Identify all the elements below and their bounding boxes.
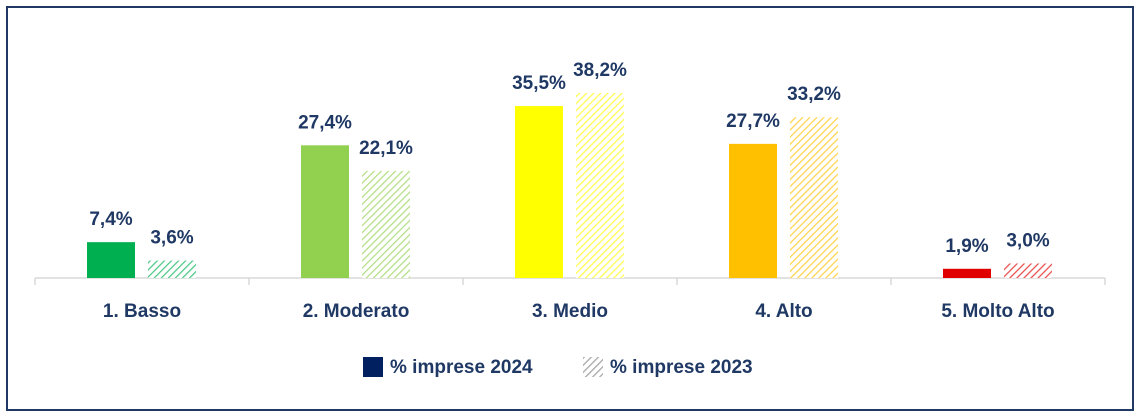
value-label: 35,5% xyxy=(512,73,566,94)
bar xyxy=(943,268,991,278)
x-tick-label: 5. Molto Alto xyxy=(941,301,1054,322)
x-tick-label: 1. Basso xyxy=(103,301,181,322)
value-label: 27,4% xyxy=(298,112,352,133)
legend-label: % imprese 2024 xyxy=(390,357,533,378)
bar xyxy=(87,242,135,278)
value-label: 22,1% xyxy=(359,138,413,159)
value-label: 33,2% xyxy=(787,84,841,105)
value-label: 3,6% xyxy=(150,228,193,249)
x-tick-label: 4. Alto xyxy=(755,301,812,322)
bar xyxy=(362,170,410,278)
bar xyxy=(1004,263,1052,278)
bar xyxy=(576,93,624,278)
bar xyxy=(729,143,777,278)
bar xyxy=(148,260,196,278)
x-tick-label: 3. Medio xyxy=(532,301,608,322)
value-label: 1,9% xyxy=(945,236,988,257)
legend-swatch xyxy=(583,357,603,377)
value-label: 7,4% xyxy=(89,209,132,230)
legend-label: % imprese 2023 xyxy=(610,357,753,378)
bar xyxy=(301,145,349,278)
bar xyxy=(515,106,563,278)
legend-swatch xyxy=(363,357,383,377)
x-tick-label: 2. Moderato xyxy=(303,301,410,322)
value-label: 27,7% xyxy=(726,111,780,132)
chart-border xyxy=(6,6,1134,411)
bar xyxy=(790,117,838,278)
value-label: 3,0% xyxy=(1006,230,1049,251)
value-label: 38,2% xyxy=(573,60,627,81)
